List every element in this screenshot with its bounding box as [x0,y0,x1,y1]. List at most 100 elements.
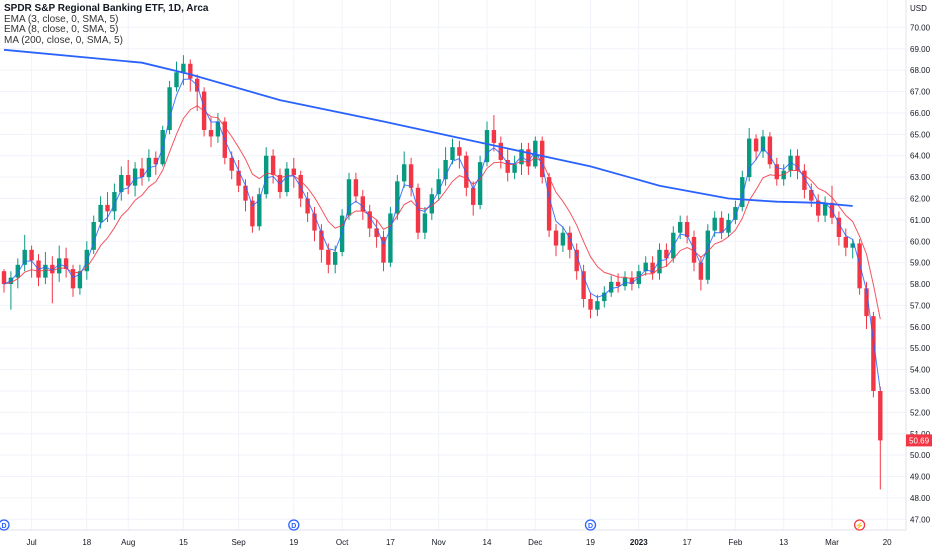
candle-body [464,155,469,188]
candle-body [753,138,759,152]
candle [374,219,379,248]
candle [353,172,359,203]
candle-body [367,211,372,229]
candle-body [678,222,683,233]
x-tick-label: 14 [483,538,492,547]
candle-body [29,249,34,261]
candlestick-series [1,55,883,490]
candle [574,243,579,280]
candle-body [471,187,476,205]
x-tick-label: 15 [179,538,188,547]
candle-body [684,222,690,237]
candle-body [595,301,600,310]
candle [132,162,138,197]
candle [402,151,407,188]
candle-body [360,196,365,212]
candle-body [181,63,186,73]
candle-body [505,159,510,173]
candle-body [443,159,448,180]
candle-body [809,189,814,201]
candle-body [526,149,531,167]
y-tick-label: 66.00 [910,109,931,118]
time-axis[interactable]: Jul 18 Aug 15 Sep 19 Oct 17 Nov 14 Dec 19 2023 17 Feb 1… [26,538,892,547]
candle-body [422,213,428,233]
candle-body [408,164,414,188]
candle [843,228,848,257]
study-ema-3[interactable]: EMA (3, close, 0, SMA, 5) [4,13,119,25]
candle-body [353,179,359,197]
candle-body [91,222,96,250]
dividend-icon[interactable]: D [0,519,10,531]
x-tick-label: 19 [289,538,298,547]
candle-body [305,198,310,214]
event-label: D [291,523,296,530]
candle-body [63,258,69,270]
y-tick-label: 56.00 [910,323,931,332]
split-event-icon[interactable]: ⚡ [853,519,866,531]
candle-body [388,213,393,263]
candle [126,159,131,195]
candle-body [112,192,117,212]
price-axis[interactable]: 47.00 48.00 49.00 50.00 51.00 52.00 53.00 54.00… [910,4,931,524]
symbol-title[interactable]: SPDR S&P Regional Banking ETF, 1D, Arca [4,3,209,14]
candle-body [512,164,517,173]
candle [533,136,538,169]
candle-body [326,249,331,265]
candle [305,192,310,223]
x-tick-label: Sep [231,538,246,547]
candle-body [291,168,296,175]
candle-body [664,249,669,259]
ema-8-line [3,105,881,320]
candle [236,159,241,193]
x-tick-label: Aug [121,538,135,547]
candle [84,241,89,280]
candle [719,211,724,240]
study-ma-200[interactable]: MA (200, close, 0, SMA, 5) [4,34,123,46]
candle-body [553,230,559,246]
candle [857,239,862,295]
candle [526,142,531,175]
study-ema-8[interactable]: EMA (8, close, 0, SMA, 5) [4,24,119,35]
candle-body [374,228,379,237]
y-tick-label: 59.00 [910,259,931,268]
candle [595,294,600,317]
dividend-icon[interactable]: D [288,519,300,531]
candle-body [450,147,455,160]
candle [139,157,145,186]
candle [443,147,448,186]
candle-body [22,249,27,265]
candle [119,166,124,201]
event-label: D [588,523,593,530]
candle [395,174,400,220]
x-tick-label: Feb [729,538,743,547]
candle-body [719,217,724,233]
candle [243,179,248,212]
candle-body [767,136,773,165]
y-tick-label: 54.00 [910,366,931,375]
candle [91,215,96,255]
candle [450,138,455,165]
candle-body [119,174,124,193]
candle [788,149,793,178]
candle-body [284,168,290,193]
candle-body [250,200,255,227]
dividend-icon[interactable]: D [584,519,597,531]
candle-body [822,202,828,216]
y-tick-label: 52.00 [910,408,931,417]
candle-body [850,243,855,248]
candle-body [436,179,441,195]
candle [50,256,55,304]
candle [622,271,628,291]
candle [753,134,759,160]
candle-body [733,207,738,220]
x-tick-label: Dec [528,538,542,547]
candle-body [802,170,807,190]
candle [836,211,842,246]
indicator-lines [3,48,881,391]
event-label: ⚡ [855,521,864,530]
ma-200-line [3,48,853,207]
candle [284,162,290,197]
candle [153,151,158,175]
last-price-box [906,434,932,447]
